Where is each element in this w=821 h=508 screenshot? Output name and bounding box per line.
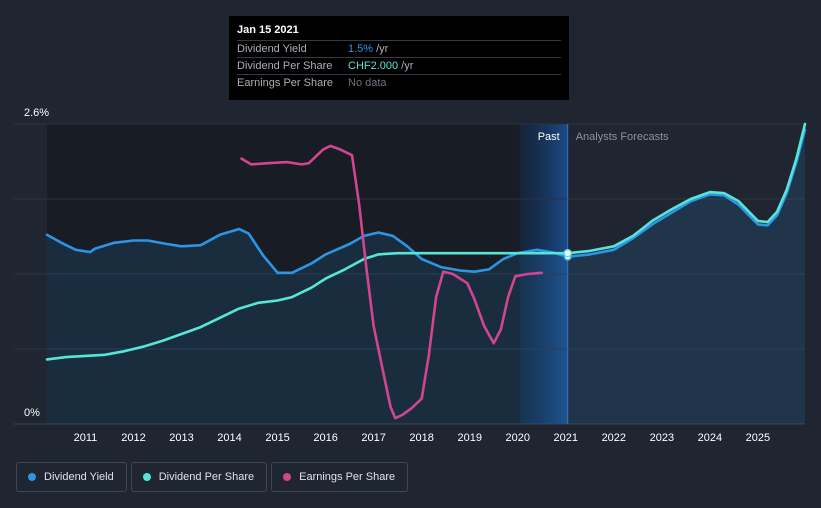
tooltip-label: Dividend Per Share [237, 60, 333, 72]
legend-item-dividend-per-share[interactable]: Dividend Per Share [130, 462, 268, 492]
earnings-per-share-line [240, 144, 544, 420]
legend: Dividend Yield Dividend Per Share Earnin… [16, 462, 412, 492]
tooltip-value: CHF2.000 [348, 60, 399, 72]
y-axis-bottom-label: 0% [24, 407, 40, 419]
legend-item-dividend-yield[interactable]: Dividend Yield [16, 462, 127, 492]
x-tick-label: 2018 [409, 432, 433, 444]
x-tick-label: 2020 [506, 432, 530, 444]
tooltip-value: 1.5% [348, 43, 374, 55]
x-tick-label: 2016 [313, 432, 337, 444]
tooltip-label: Dividend Yield [237, 43, 307, 55]
x-tick-label: 2017 [361, 432, 385, 444]
forecast-label: Analysts Forecasts [576, 131, 669, 143]
x-tick-label: 2015 [265, 432, 289, 444]
dividend-per-share-line [45, 122, 807, 361]
dividend-yield-line [45, 128, 807, 275]
x-tick-label: 2021 [554, 432, 578, 444]
legend-label: Dividend Per Share [158, 471, 255, 483]
past-label: Past [538, 131, 560, 143]
tooltip-unit: /yr [376, 43, 389, 55]
legend-item-earnings-per-share[interactable]: Earnings Per Share [271, 462, 409, 492]
x-tick-label: 2019 [457, 432, 481, 444]
legend-label: Earnings Per Share [299, 471, 396, 483]
x-tick-label: 2014 [217, 432, 241, 444]
tooltip-unit: /yr [401, 60, 414, 72]
tooltip-row-dividend-yield: Dividend Yield 1.5% /yr [237, 40, 561, 57]
legend-label: Dividend Yield [44, 471, 114, 483]
x-tick-label: 2013 [169, 432, 193, 444]
dividend-yield-area [47, 129, 805, 425]
legend-dot-icon [283, 473, 292, 481]
dividend-per-share-marker [563, 248, 572, 258]
x-tick-label: 2023 [650, 432, 674, 444]
x-tick-label: 2024 [698, 432, 722, 444]
tooltip-no-data: No data [348, 77, 387, 89]
legend-dot-icon [28, 473, 36, 481]
x-tick-label: 2022 [602, 432, 626, 444]
tooltip-date: Jan 15 2021 [237, 24, 299, 36]
x-tick-label: 2011 [74, 432, 98, 444]
legend-dot-icon [142, 473, 151, 481]
x-tick-label: 2012 [121, 432, 145, 444]
tooltip: Jan 15 2021 Dividend Yield 1.5% /yr Divi… [229, 16, 569, 100]
tooltip-row-earnings-per-share: Earnings Per Share No data [237, 74, 561, 91]
tooltip-label: Earnings Per Share [237, 77, 333, 89]
y-axis-top-label: 2.6% [24, 107, 49, 119]
tooltip-row-dividend-per-share: Dividend Per Share CHF2.000 /yr [237, 57, 561, 74]
x-tick-label: 2025 [746, 432, 770, 444]
